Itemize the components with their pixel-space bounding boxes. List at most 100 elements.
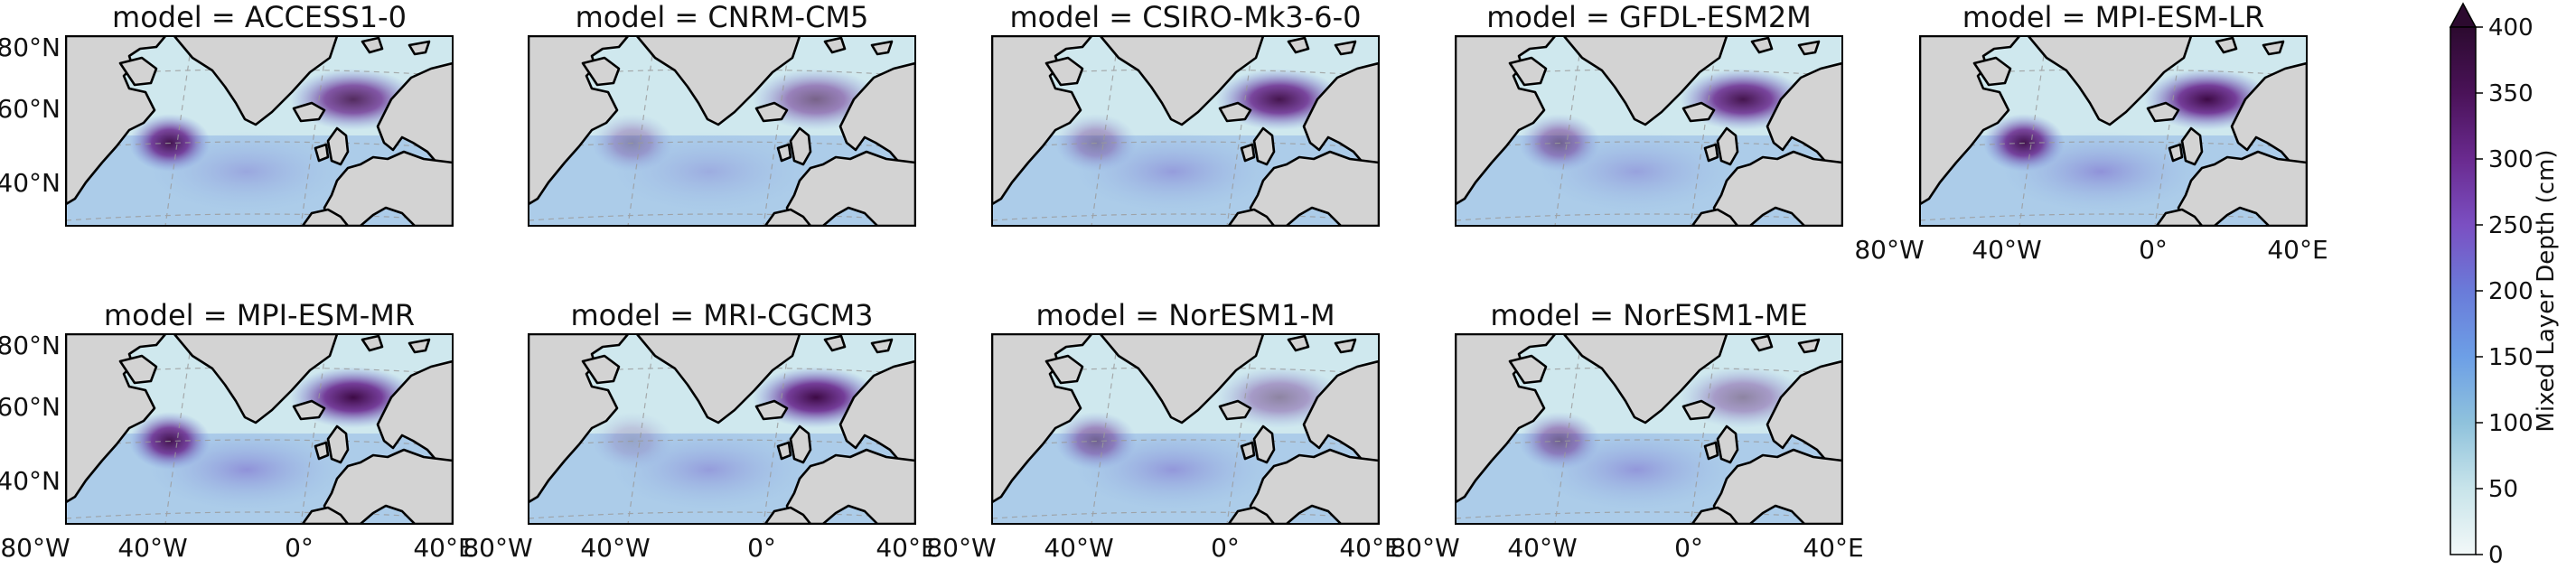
landmass-ireland bbox=[776, 441, 792, 461]
lat-tick-label: 60°N bbox=[0, 94, 61, 124]
lon-tick-label: 40°W bbox=[117, 533, 187, 563]
landmass-greenland bbox=[635, 334, 801, 424]
landmass-africa bbox=[301, 208, 350, 226]
landmass-baffin bbox=[581, 56, 621, 87]
map-panels: model = ACCESS1-0 80°N 60°N 40°N model = CNR… bbox=[0, 0, 2328, 563]
map-area bbox=[66, 334, 453, 524]
landmass-iceland bbox=[1218, 399, 1252, 421]
landmass-greenland bbox=[1099, 334, 1265, 424]
land bbox=[529, 334, 915, 524]
panel-title: model = CNRM-CM5 bbox=[576, 0, 869, 34]
map-panel: model = ACCESS1-0 80°N 60°N 40°N bbox=[0, 0, 454, 227]
landmass-africa bbox=[763, 506, 812, 524]
landmass-greenland bbox=[2027, 36, 2193, 126]
landmass-nz bbox=[1797, 40, 1821, 56]
landmass-baffin bbox=[1508, 56, 1548, 87]
map-area bbox=[66, 36, 453, 226]
landmass-baffin bbox=[581, 354, 621, 385]
lon-tick-label: 40°E bbox=[1339, 533, 1400, 563]
landmass-baffin bbox=[118, 56, 158, 87]
landmass-svalbard bbox=[2215, 36, 2238, 54]
landmass-greenland bbox=[173, 334, 339, 424]
lat-tick-label: 40°N bbox=[0, 466, 61, 496]
colorbar-tick-label: 0 bbox=[2488, 542, 2504, 569]
landmass-nz bbox=[2262, 40, 2285, 56]
map-area bbox=[992, 334, 1379, 524]
landmass-baffin bbox=[1972, 56, 2012, 87]
map-area bbox=[529, 334, 915, 524]
landmass-africa bbox=[1227, 208, 1276, 226]
landmass-greenland bbox=[1099, 36, 1265, 126]
lat-tick-label: 80°N bbox=[0, 33, 61, 62]
land bbox=[1920, 36, 2307, 226]
landmass-ireland bbox=[776, 143, 792, 163]
colorbar-label: Mixed Layer Depth (cm) bbox=[2533, 149, 2560, 432]
land bbox=[66, 334, 453, 524]
map-panel: model = CNRM-CM5 bbox=[528, 0, 916, 227]
landmass-britain bbox=[789, 126, 812, 166]
landmass-canada bbox=[992, 334, 1093, 504]
colorbar-extend-arrow bbox=[2449, 2, 2478, 28]
lon-tick-label: 80°W bbox=[0, 533, 70, 563]
land bbox=[1456, 36, 1842, 226]
map-panel: model = MRI-CGCM3 80°W 40°W 0° 40°E bbox=[463, 298, 936, 563]
map-area bbox=[1456, 334, 1842, 524]
landmass-iceland bbox=[2146, 101, 2180, 123]
land bbox=[992, 334, 1379, 524]
colorbar-gradient bbox=[2450, 26, 2477, 555]
landmass-nz bbox=[1334, 40, 1357, 56]
landmass-baffin bbox=[1044, 56, 1084, 87]
map-panel: model = NorESM1-ME 80°W 40°W 0° 40°E bbox=[1390, 298, 1863, 563]
landmass-africa bbox=[763, 208, 812, 226]
lon-tick-label: 0° bbox=[285, 533, 314, 563]
colorbar-tick-label: 300 bbox=[2488, 146, 2534, 173]
landmass-britain bbox=[789, 424, 812, 464]
map-frame bbox=[528, 35, 916, 227]
lon-tick-label: 80°W bbox=[926, 533, 996, 563]
landmass-svalbard bbox=[1750, 36, 1774, 54]
landmass-iceland bbox=[1681, 101, 1716, 123]
landmass-svalbard bbox=[361, 334, 384, 352]
panel-title: model = MRI-CGCM3 bbox=[570, 298, 873, 332]
lon-tick-label: 40°W bbox=[1044, 533, 1113, 563]
panel-title: model = MPI-ESM-LR bbox=[1962, 0, 2264, 34]
lat-tick-label: 80°N bbox=[0, 331, 61, 360]
lon-tick-label: 0° bbox=[2139, 235, 2168, 265]
landmass-africa bbox=[301, 506, 350, 524]
lon-tick-label: 0° bbox=[1211, 533, 1240, 563]
landmass-ireland bbox=[1703, 441, 1719, 461]
landmass-britain bbox=[326, 424, 350, 464]
lon-tick-label: 40°W bbox=[1507, 533, 1577, 563]
landmass-svalbard bbox=[1287, 36, 1310, 54]
map-frame bbox=[65, 35, 454, 227]
landmass-nz bbox=[870, 338, 894, 354]
colorbar-tick-label: 400 bbox=[2488, 14, 2534, 42]
map-frame bbox=[528, 333, 916, 525]
landmass-africa bbox=[2155, 208, 2204, 226]
lat-tick-label: 40°N bbox=[0, 168, 61, 198]
landmass-ireland bbox=[1240, 143, 1256, 163]
landmass-greenland bbox=[173, 36, 339, 126]
landmass-nz bbox=[1797, 338, 1821, 354]
landmass-africa bbox=[1227, 506, 1276, 524]
map-panel: model = GFDL-ESM2M bbox=[1455, 0, 1843, 227]
lon-tick-label: 40°E bbox=[413, 533, 473, 563]
land bbox=[992, 36, 1379, 226]
colorbar-tick-label: 50 bbox=[2488, 476, 2518, 503]
landmass-canada bbox=[529, 334, 630, 504]
map-frame bbox=[65, 333, 454, 525]
landmass-iceland bbox=[292, 101, 326, 123]
land bbox=[1456, 334, 1842, 524]
landmass-africa bbox=[1691, 506, 1739, 524]
lat-tick-label: 60°N bbox=[0, 392, 61, 422]
lon-tick-label: 40°W bbox=[580, 533, 650, 563]
map-panel: model = MPI-ESM-LR 80°W 40°W 0° 40°E bbox=[1854, 0, 2328, 265]
map-frame bbox=[1455, 333, 1843, 525]
lon-tick-label: 40°E bbox=[1803, 533, 1863, 563]
landmass-iceland bbox=[1681, 399, 1716, 421]
landmass-britain bbox=[1716, 126, 1739, 166]
landmass-ireland bbox=[1240, 441, 1256, 461]
map-panel: model = CSIRO-Mk3-6-0 bbox=[991, 0, 1380, 227]
landmass-ireland bbox=[1703, 143, 1719, 163]
